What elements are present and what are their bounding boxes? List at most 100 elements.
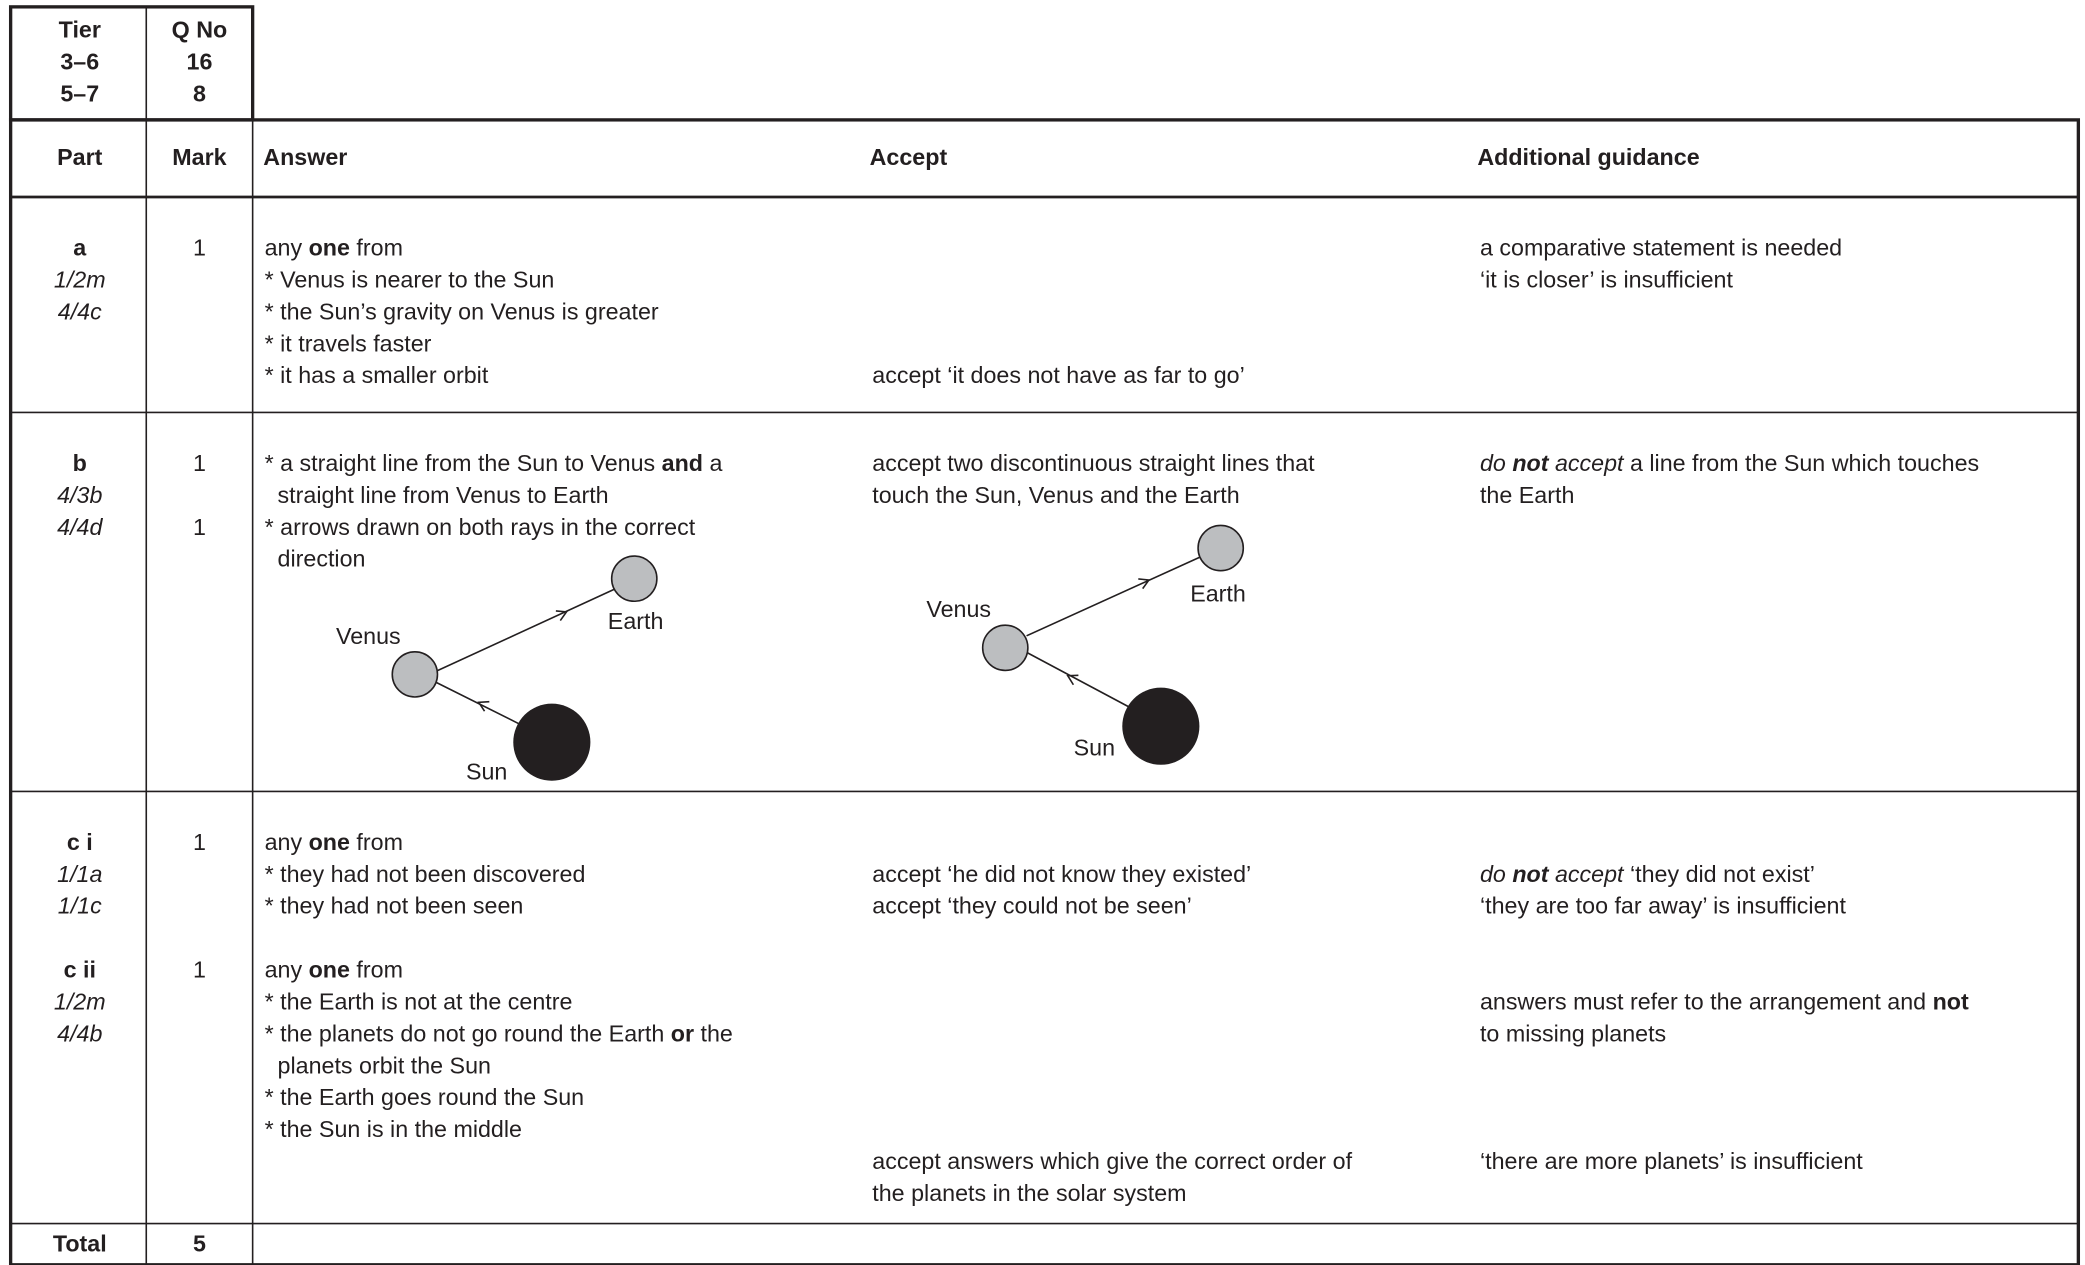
planet-label: Venus	[336, 623, 401, 649]
text-run: direction	[265, 546, 366, 572]
accept-line: accept two discontinuous straight lines …	[872, 450, 1315, 476]
earth	[610, 555, 658, 603]
text-run: any	[265, 829, 309, 855]
guidance-line: do not accept a line from the Sun which …	[1480, 450, 1979, 476]
text-run: answers must refer to the arrangement an…	[1480, 988, 1933, 1014]
curriculum-code: 4/3b	[57, 482, 102, 508]
arrow-head	[477, 700, 490, 712]
text-run: any	[265, 957, 309, 983]
text-run: accept ‘he did not know they existed’	[872, 861, 1251, 887]
text-run: or	[671, 1020, 694, 1046]
text-run: a line from the Sun which touches	[1624, 450, 1980, 476]
text-run: do	[1480, 450, 1512, 476]
answer-line: * they had not been seen	[265, 893, 524, 919]
answer-line: any one from	[265, 957, 403, 983]
part: c ii	[64, 957, 96, 983]
earth	[1197, 524, 1245, 572]
text-run: one	[309, 829, 350, 855]
text-run: to missing planets	[1480, 1020, 1666, 1046]
total-label: Total	[53, 1231, 107, 1257]
text-run: a	[703, 450, 722, 476]
text-run: * the Sun is in the middle	[265, 1116, 522, 1142]
text-run: and	[662, 450, 703, 476]
text-run: from	[350, 235, 403, 261]
qno: 16	[187, 48, 213, 74]
sun	[1122, 687, 1200, 765]
accept-line: accept answers which give the correct or…	[872, 1148, 1352, 1174]
answer-line: any one from	[265, 829, 403, 855]
curriculum-code: 1/1c	[58, 893, 102, 919]
text-run: ‘they are too far away’ is insufficient	[1480, 893, 1847, 919]
accept-line: touch the Sun, Venus and the Earth	[872, 482, 1239, 508]
guidance-line: ‘they are too far away’ is insufficient	[1480, 893, 1847, 919]
mark: 1	[193, 514, 206, 540]
planet-label: Earth	[608, 608, 664, 634]
curriculum-code: 4/4b	[57, 1020, 102, 1046]
text-run: one	[309, 957, 350, 983]
tier: 3–6	[60, 48, 99, 74]
guidance-line: a comparative statement is needed	[1480, 235, 1842, 261]
text-run: not	[1512, 450, 1549, 476]
part: b	[73, 450, 87, 476]
text-run: accept answers which give the correct or…	[872, 1148, 1352, 1174]
answer-line: * it has a smaller orbit	[265, 362, 489, 388]
planet-label: Venus	[926, 596, 991, 622]
venus	[981, 624, 1029, 672]
text-run: from	[350, 957, 403, 983]
accept-line: the planets in the solar system	[872, 1180, 1186, 1206]
text-run: do	[1480, 861, 1512, 887]
text-run: * the Earth is not at the centre	[265, 988, 573, 1014]
planet-label: Earth	[1190, 580, 1246, 606]
planet-label: Sun	[466, 758, 507, 784]
text-run: * they had not been discovered	[265, 861, 586, 887]
text-run: * a straight line from the Sun to Venus	[265, 450, 662, 476]
text-run: * the Sun’s gravity on Venus is greater	[265, 298, 659, 324]
text-run: ‘it is closer’ is insufficient	[1480, 266, 1734, 292]
answer-line: * the Sun is in the middle	[265, 1116, 522, 1142]
answer-line: * the Earth goes round the Sun	[265, 1084, 584, 1110]
guidance-line: do not accept ‘they did not exist’	[1480, 861, 1815, 887]
text-run: ‘they did not exist’	[1624, 861, 1815, 887]
column-header: Part	[57, 144, 103, 170]
answer-line: straight line from Venus to Earth	[265, 482, 609, 508]
curriculum-code: 4/4d	[57, 514, 103, 540]
guidance-line: ‘it is closer’ is insufficient	[1480, 266, 1734, 292]
column-header: Mark	[172, 144, 226, 170]
text-run: not	[1512, 861, 1549, 887]
text-run: one	[309, 235, 350, 261]
curriculum-code: 4/4c	[58, 298, 102, 324]
guidance-line: ‘there are more planets’ is insufficient	[1480, 1148, 1863, 1174]
answer-line: * the Earth is not at the centre	[265, 988, 573, 1014]
column-header: Additional guidance	[1477, 144, 1699, 170]
text-run: * arrows drawn on both rays in the corre…	[265, 514, 696, 540]
arrow-head	[1138, 578, 1151, 590]
answer-line: * it travels faster	[265, 330, 432, 356]
qno: 8	[193, 80, 206, 106]
ray	[414, 588, 615, 682]
part: c i	[67, 829, 93, 855]
answer-line: * a straight line from the Sun to Venus …	[265, 450, 723, 476]
guidance-line: to missing planets	[1480, 1020, 1666, 1046]
text-run: straight line from Venus to Earth	[265, 482, 609, 508]
mark: 1	[193, 235, 206, 261]
text-run: the planets in the solar system	[872, 1180, 1186, 1206]
tier-label: Tier	[59, 16, 101, 42]
venus	[391, 650, 439, 698]
text-run: * it travels faster	[265, 330, 432, 356]
answer-line: * the planets do not go round the Earth …	[265, 1020, 733, 1046]
mark: 1	[193, 829, 206, 855]
text-run: * it has a smaller orbit	[265, 362, 489, 388]
text-run: accept	[1548, 861, 1625, 887]
mark: 1	[193, 957, 206, 983]
text-run: accept ‘it does not have as far to go’	[872, 362, 1244, 388]
accept-line: accept ‘they could not be seen’	[872, 893, 1191, 919]
arrow-head	[1066, 674, 1079, 686]
text-run: ‘there are more planets’ is insufficient	[1480, 1148, 1863, 1174]
answer-line: planets orbit the Sun	[265, 1052, 491, 1078]
answer-line: * they had not been discovered	[265, 861, 586, 887]
curriculum-code: 1/2m	[54, 988, 106, 1014]
part: a	[73, 235, 87, 261]
text-run: accept ‘they could not be seen’	[872, 893, 1191, 919]
